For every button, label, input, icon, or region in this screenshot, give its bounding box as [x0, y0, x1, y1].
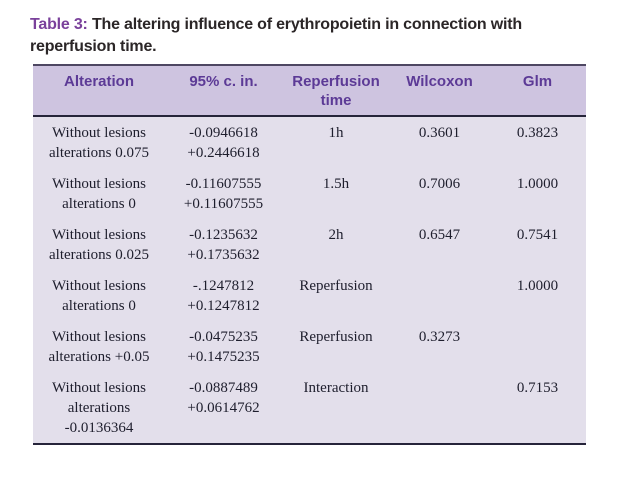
cell-reperfusion-time: Reperfusion — [299, 329, 373, 345]
cell-reperfusion-time: 1.5h — [322, 176, 350, 192]
results-table: Alteration 95% c. in. Reperfusion time W… — [33, 64, 586, 445]
header-row: Alteration 95% c. in. Reperfusion time W… — [33, 65, 586, 117]
cell-alteration: Without lesions alterations -0.0136364 — [52, 380, 146, 436]
cell-alteration: Without lesions alterations 0 — [52, 278, 146, 314]
cell-confidence-interval: -0.1235632 +0.1735632 — [187, 227, 260, 263]
table-caption-number: Table 3: — [30, 16, 88, 33]
table-row: Without lesions alterations 0 -.1247812 … — [33, 270, 586, 321]
table-row: Without lesions alterations -0.0136364 -… — [33, 372, 586, 444]
column-header-reperfusion-time: Reperfusion time — [282, 65, 390, 117]
table-row: Without lesions alterations 0.075 -0.094… — [33, 116, 586, 168]
cell-glm: 1.0000 — [516, 278, 559, 294]
cell-glm: 0.3823 — [516, 125, 559, 141]
cell-wilcoxon — [390, 270, 489, 321]
column-header-glm: Glm — [489, 65, 586, 117]
table-caption: Table 3: The altering influence of eryth… — [30, 14, 586, 58]
cell-glm: 0.7541 — [516, 227, 559, 243]
column-header-alteration: Alteration — [33, 65, 165, 117]
cell-wilcoxon: 0.3273 — [418, 329, 461, 345]
column-header-confidence-interval: 95% c. in. — [165, 65, 282, 117]
table-row: Without lesions alterations +0.05 -0.047… — [33, 321, 586, 372]
page: Table 3: The altering influence of eryth… — [30, 14, 586, 445]
cell-wilcoxon: 0.7006 — [418, 176, 461, 192]
cell-glm: 0.7153 — [516, 380, 559, 396]
cell-reperfusion-time: 1h — [328, 125, 344, 141]
table-row: Without lesions alterations 0 -0.1160755… — [33, 168, 586, 219]
cell-reperfusion-time: 2h — [328, 227, 344, 243]
cell-confidence-interval: -0.0946618 +0.2446618 — [187, 125, 260, 161]
cell-confidence-interval: -.1247812 +0.1247812 — [187, 278, 260, 314]
cell-reperfusion-time: Reperfusion — [299, 278, 373, 294]
table-row: Without lesions alterations 0.025 -0.123… — [33, 219, 586, 270]
cell-alteration: Without lesions alterations +0.05 — [48, 329, 150, 365]
cell-wilcoxon: 0.3601 — [418, 125, 461, 141]
cell-alteration: Without lesions alterations 0 — [52, 176, 146, 212]
cell-glm — [489, 321, 586, 372]
cell-wilcoxon: 0.6547 — [418, 227, 461, 243]
cell-confidence-interval: -0.11607555 +0.11607555 — [183, 176, 264, 212]
cell-wilcoxon — [390, 372, 489, 444]
table-caption-text: The altering influence of erythropoietin… — [30, 16, 522, 55]
cell-confidence-interval: -0.0887489 +0.0614762 — [187, 380, 260, 416]
cell-alteration: Without lesions alterations 0.075 — [49, 125, 149, 161]
column-header-wilcoxon: Wilcoxon — [390, 65, 489, 117]
cell-reperfusion-time: Interaction — [303, 380, 369, 396]
cell-glm: 1.0000 — [516, 176, 559, 192]
cell-alteration: Without lesions alterations 0.025 — [49, 227, 149, 263]
cell-confidence-interval: -0.0475235 +0.1475235 — [187, 329, 260, 365]
